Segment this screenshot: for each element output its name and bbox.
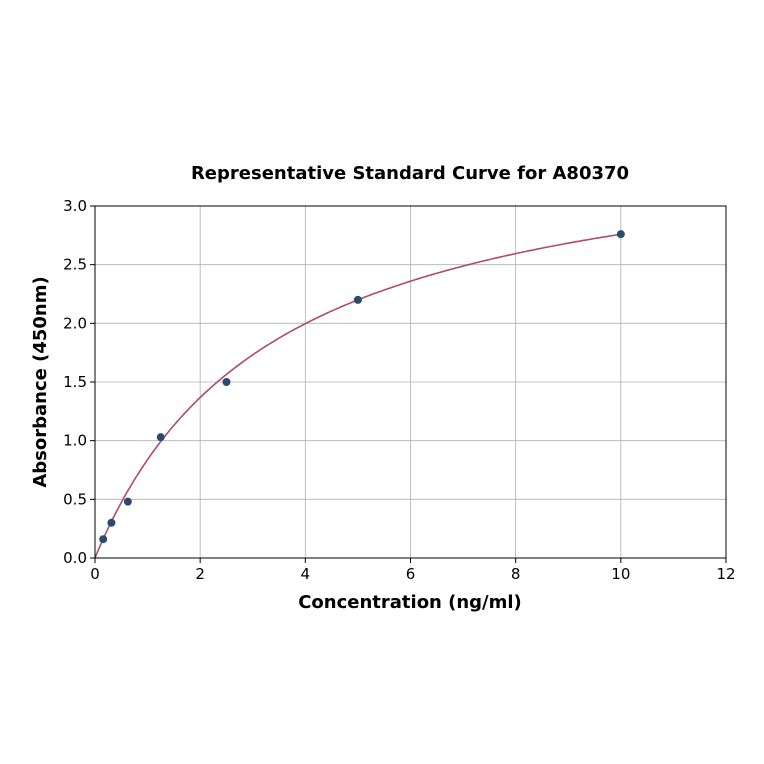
y-tick-label: 2.5	[63, 256, 87, 274]
y-tick-label: 3.0	[63, 197, 87, 215]
x-tick-label: 12	[716, 565, 735, 583]
y-tick-label: 1.0	[63, 432, 87, 450]
x-tick-label: 2	[195, 565, 205, 583]
x-tick-label: 6	[406, 565, 416, 583]
data-point	[107, 518, 116, 527]
y-tick-label: 0.5	[63, 490, 87, 508]
grid	[94, 205, 727, 559]
y-tick-label: 2.0	[63, 314, 87, 332]
x-tick-label: 0	[90, 565, 100, 583]
ticks: 0 2 4 6 8 10 12 0.0 0.5 1.0 1.5 2.0 2.5 3.0	[63, 197, 735, 583]
data-points	[99, 230, 625, 544]
data-point	[99, 535, 108, 544]
x-tick-label: 4	[301, 565, 311, 583]
data-point	[123, 497, 132, 506]
data-point	[353, 295, 362, 304]
plot-frame	[94, 205, 727, 559]
fit-curve	[94, 233, 621, 559]
x-axis-label: Concentration (ng/ml)	[298, 592, 522, 613]
data-point	[156, 433, 165, 442]
data-point	[222, 378, 231, 386]
y-tick-label: 1.5	[63, 373, 87, 391]
chart-title: Representative Standard Curve for A80370	[191, 163, 629, 184]
data-point	[616, 230, 625, 239]
y-axis-label: Absorbance (450nm)	[30, 276, 51, 487]
x-tick-label: 8	[511, 565, 521, 583]
y-tick-label: 0.0	[63, 549, 87, 567]
x-tick-label: 10	[611, 565, 630, 583]
